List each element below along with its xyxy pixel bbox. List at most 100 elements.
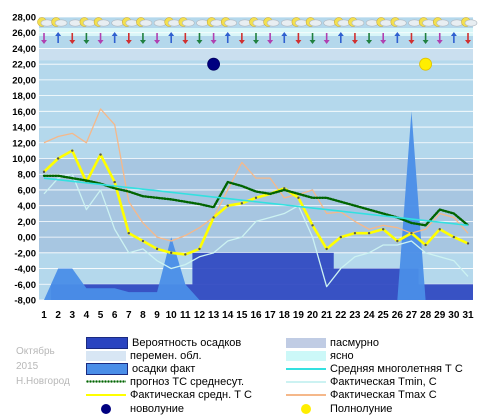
y-tick-label: 0,00 (18, 233, 37, 244)
x-tick-label: 15 (236, 310, 248, 321)
series-line (43, 173, 469, 288)
legend-label: Фактическая Tmax C (330, 388, 437, 401)
series-point (212, 216, 215, 219)
x-tick-label: 23 (349, 310, 361, 321)
x-tick-label: 5 (98, 310, 104, 321)
legend-item: ясно (286, 349, 354, 362)
legend-swatch (286, 367, 326, 370)
x-tick-label: 7 (126, 310, 132, 321)
cloud-icon (280, 19, 294, 27)
cloud-icon (238, 19, 252, 27)
x-tick-label: 11 (180, 310, 191, 321)
y-tick-label: 22,00 (12, 60, 36, 71)
series-point (42, 170, 46, 174)
x-tick-label: 8 (140, 310, 146, 321)
x-tick-label: 10 (166, 310, 178, 321)
x-tick-label: 16 (250, 310, 262, 321)
legend-item: перемен. обл. (86, 349, 202, 362)
legend-swatch (86, 393, 126, 396)
legend-swatch (86, 336, 128, 349)
legend-label: прогноз ТС среднесут. (130, 375, 245, 388)
wind-arrow-head-icon (182, 40, 189, 44)
cloud-icon (111, 19, 124, 27)
legend-swatch (86, 362, 128, 375)
cloud-icon (309, 19, 322, 27)
legend-item: Средняя многолетняя Т С (286, 362, 463, 375)
x-tick-label: 2 (55, 310, 61, 321)
cloud-icon (68, 19, 82, 27)
y-tick-label: 20,00 (12, 75, 36, 86)
wind-arrow-head-icon (323, 40, 330, 44)
watermark-month: Октябрь (16, 346, 55, 357)
wind-arrow-head-icon (154, 40, 161, 44)
temperature-chart: 28,0026,0024,0022,0020,0018,0016,0014,00… (12, 13, 478, 321)
series-point (452, 235, 456, 239)
wind-arrow-head-icon (295, 40, 302, 44)
legend-label: Вероятность осадков (132, 336, 242, 349)
legend: Вероятность осадков пасмурно перемен. обл.… (0, 332, 486, 419)
x-tick-label: 28 (420, 310, 432, 321)
series-point (240, 202, 244, 205)
series-point (382, 228, 385, 231)
cloud-icon (408, 19, 421, 27)
cloud-icon (252, 19, 266, 27)
x-tick-label: 29 (434, 310, 446, 321)
wind-arrow-head-icon (408, 40, 415, 44)
legend-label: Фактическая средн. Т С (130, 388, 252, 401)
legend-label: Фактическая Tmin, C (330, 375, 437, 388)
wind-arrow-head-icon (309, 40, 316, 44)
wind-arrow-head-icon (337, 32, 344, 36)
series-point (311, 224, 314, 227)
wind-arrow-head-icon (380, 40, 387, 44)
wind-arrow-head-icon (351, 40, 358, 44)
legend-swatch (86, 380, 126, 383)
x-tick-label: 13 (208, 310, 220, 321)
x-tick-label: 24 (364, 310, 376, 321)
series-point (297, 196, 300, 200)
cloud-icon (182, 19, 195, 27)
cloud-icon (54, 19, 68, 27)
series-point (127, 231, 130, 235)
series-line (43, 108, 469, 242)
cloud-icon (210, 19, 223, 27)
series-point (141, 239, 145, 243)
cloud-icon (464, 19, 478, 27)
new-moon-icon (207, 57, 221, 71)
wind-arrow-head-icon (97, 40, 104, 44)
legend-label: пасмурно (330, 336, 379, 349)
legend-item: пасмурно (286, 336, 379, 349)
series-point (410, 231, 413, 235)
x-tick-label: 4 (84, 310, 90, 321)
legend-item: осадки факт (86, 362, 195, 375)
legend-label: ясно (330, 349, 354, 362)
wind-arrow-head-icon (41, 40, 47, 44)
cloud-icon (351, 19, 365, 27)
legend-dot (101, 403, 111, 414)
legend-swatch (286, 380, 326, 383)
x-tick-label: 6 (112, 310, 118, 321)
y-tick-label: 6,00 (18, 185, 37, 196)
cloud-icon (224, 19, 238, 27)
y-tick-label: 16,00 (12, 107, 36, 118)
series-point (325, 247, 328, 251)
precip-probability (39, 252, 473, 300)
cloud-icon (167, 19, 181, 27)
legend-label: осадки факт (132, 362, 196, 375)
legend-dot (301, 403, 311, 414)
y-tick-label: 26,00 (12, 28, 36, 39)
series-point (396, 239, 399, 243)
series-point (56, 157, 60, 160)
wind-arrow-head-icon (436, 40, 443, 44)
x-tick-label: 18 (279, 310, 291, 321)
cloud-icon (436, 19, 450, 27)
y-tick-label: -8,00 (14, 296, 36, 307)
watermark-year: 2015 (16, 361, 39, 372)
wind-arrow-head-icon (168, 32, 175, 36)
wind-arrow-head-icon (139, 40, 146, 44)
x-tick-label: 26 (392, 310, 404, 321)
wind-arrow-head-icon (210, 40, 217, 44)
legend-item: Фактическая Tmin, C (286, 375, 437, 388)
legend-swatch (286, 393, 326, 396)
series-point (113, 180, 116, 184)
wind-arrow-head-icon (267, 40, 274, 44)
